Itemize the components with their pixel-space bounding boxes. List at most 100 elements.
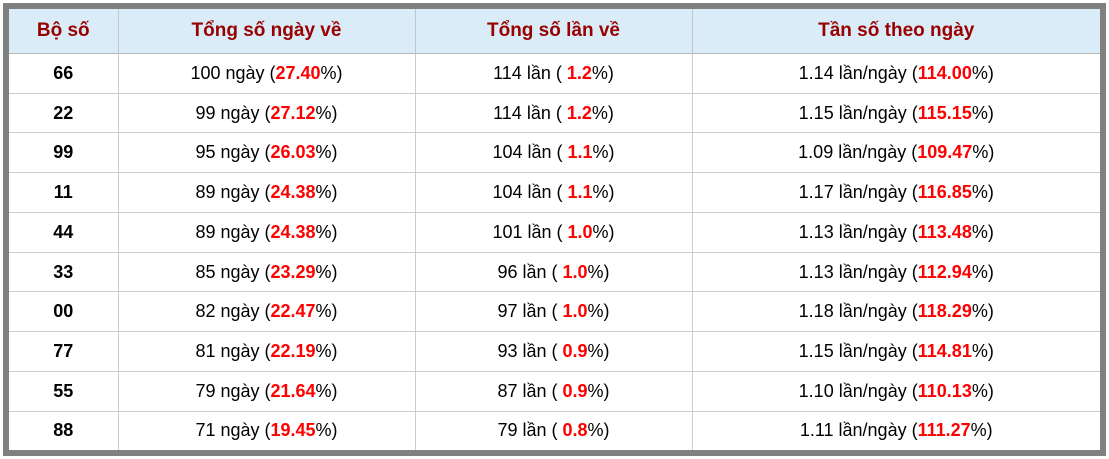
freq-percent: 115.15 xyxy=(917,102,972,123)
freq-cell: 1.13 lần/ngày (112.94%) xyxy=(692,252,1100,293)
freq-percent: 118.29 xyxy=(917,301,972,322)
freq-percent: 114.00 xyxy=(917,62,972,83)
days-text: 81 ngày ( xyxy=(195,341,271,361)
days-cell: 99 ngày (27.12%) xyxy=(118,93,416,134)
freq-cell: 1.13 lần/ngày (113.48%) xyxy=(692,212,1100,253)
column-header-pair: Bộ số xyxy=(9,9,119,54)
days-close: %) xyxy=(315,341,338,361)
days-percent: 22.47 xyxy=(270,301,316,322)
header-row: Bộ số Tổng số ngày về Tổng số lần về Tần… xyxy=(9,9,1100,54)
freq-cell: 1.11 lần/ngày (111.27%) xyxy=(692,411,1100,450)
freq-close: %) xyxy=(972,142,995,163)
times-text: 114 lần ( xyxy=(493,102,567,123)
days-percent: 24.38 xyxy=(270,221,316,242)
days-text: 85 ngày ( xyxy=(195,261,271,282)
times-close: %) xyxy=(587,341,610,361)
stats-table-frame: Bộ số Tổng số ngày về Tổng số lần về Tần… xyxy=(3,3,1106,456)
times-cell: 104 lần ( 1.1%) xyxy=(415,132,693,174)
times-close: %) xyxy=(592,221,615,242)
pair-cell: 99 xyxy=(9,132,119,174)
freq-text: 1.15 lần/ngày ( xyxy=(798,341,918,361)
freq-close: %) xyxy=(971,341,994,361)
freq-text: 1.13 lần/ngày ( xyxy=(798,261,918,282)
times-cell: 114 lần ( 1.2%) xyxy=(415,53,693,94)
freq-text: 1.10 lần/ngày ( xyxy=(798,380,918,401)
pair-cell: 44 xyxy=(9,212,119,253)
times-percent: 0.9 xyxy=(562,380,588,401)
times-cell: 101 lần ( 1.0%) xyxy=(415,212,693,253)
times-text: 101 lần ( xyxy=(492,221,568,242)
days-percent: 22.19 xyxy=(270,341,316,361)
times-close: %) xyxy=(591,102,614,123)
times-percent: 1.0 xyxy=(567,221,593,242)
pair-value: 66 xyxy=(53,62,74,83)
days-cell: 89 ngày (24.38%) xyxy=(118,212,416,253)
days-close: %) xyxy=(315,301,338,322)
days-close: %) xyxy=(315,102,338,123)
freq-percent: 112.94 xyxy=(917,261,972,282)
freq-percent: 111.27 xyxy=(917,420,971,441)
times-cell: 104 lần ( 1.1%) xyxy=(415,172,693,213)
pair-cell: 88 xyxy=(9,411,119,450)
lottery-stats-table: Bộ số Tổng số ngày về Tổng số lần về Tần… xyxy=(9,9,1100,450)
days-text: 79 ngày ( xyxy=(195,380,271,401)
freq-text: 1.15 lần/ngày ( xyxy=(798,102,918,123)
freq-close: %) xyxy=(971,380,994,401)
days-cell: 89 ngày (24.38%) xyxy=(118,172,416,213)
days-text: 89 ngày ( xyxy=(195,182,271,203)
table-body: 66 100 ngày (27.40%) 114 lần ( 1.2%) 1.1… xyxy=(9,53,1100,450)
days-text: 71 ngày ( xyxy=(195,420,271,441)
pair-value: 55 xyxy=(53,380,74,401)
times-percent: 1.0 xyxy=(562,301,588,322)
table-row: 55 79 ngày (21.64%) 87 lần ( 0.9%) 1.10 … xyxy=(9,371,1100,412)
pair-cell: 33 xyxy=(9,252,119,293)
days-percent: 24.38 xyxy=(270,182,316,203)
times-text: 96 lần ( xyxy=(497,261,563,282)
freq-text: 1.11 lần/ngày ( xyxy=(799,420,918,441)
pair-cell: 77 xyxy=(9,331,119,372)
days-cell: 100 ngày (27.40%) xyxy=(118,53,416,94)
days-text: 89 ngày ( xyxy=(195,221,271,242)
days-cell: 82 ngày (22.47%) xyxy=(118,291,416,333)
table-header: Bộ số Tổng số ngày về Tổng số lần về Tần… xyxy=(9,9,1100,54)
days-text: 100 ngày ( xyxy=(190,62,276,83)
days-text: 82 ngày ( xyxy=(195,301,271,322)
freq-percent: 109.47 xyxy=(917,142,973,163)
freq-close: %) xyxy=(971,261,994,282)
freq-close: %) xyxy=(971,182,994,203)
freq-close: %) xyxy=(971,102,994,123)
days-close: %) xyxy=(315,380,338,401)
freq-percent: 113.48 xyxy=(917,221,972,242)
days-close: %) xyxy=(315,182,338,203)
times-text: 79 lần ( xyxy=(497,420,563,441)
freq-cell: 1.10 lần/ngày (110.13%) xyxy=(692,371,1100,412)
days-close: %) xyxy=(315,221,338,242)
freq-text: 1.17 lần/ngày ( xyxy=(798,182,918,203)
days-cell: 71 ngày (19.45%) xyxy=(118,411,416,450)
freq-cell: 1.09 lần/ngày (109.47%) xyxy=(692,132,1100,174)
days-percent: 23.29 xyxy=(270,261,316,282)
days-text: 95 ngày ( xyxy=(195,142,271,163)
days-cell: 81 ngày (22.19%) xyxy=(118,331,416,372)
days-cell: 95 ngày (26.03%) xyxy=(118,132,416,174)
freq-close: %) xyxy=(971,221,994,242)
freq-cell: 1.15 lần/ngày (114.81%) xyxy=(692,331,1100,372)
freq-percent: 110.13 xyxy=(917,380,972,401)
times-close: %) xyxy=(587,301,610,322)
days-percent: 19.45 xyxy=(270,420,316,441)
times-text: 114 lần ( xyxy=(493,62,567,83)
freq-close: %) xyxy=(971,62,994,83)
pair-cell: 11 xyxy=(9,172,119,213)
times-close: %) xyxy=(587,380,610,401)
times-close: %) xyxy=(587,420,610,441)
freq-cell: 1.14 lần/ngày (114.00%) xyxy=(692,53,1100,94)
days-percent: 27.40 xyxy=(275,62,321,83)
freq-percent: 114.81 xyxy=(917,341,972,361)
times-percent: 1.1 xyxy=(567,182,593,203)
times-percent: 0.8 xyxy=(562,420,588,441)
times-text: 104 lần ( xyxy=(492,182,568,203)
days-cell: 85 ngày (23.29%) xyxy=(118,252,416,293)
times-cell: 97 lần ( 1.0%) xyxy=(415,291,693,333)
times-close: %) xyxy=(592,182,615,203)
times-percent: 1.0 xyxy=(562,261,588,282)
